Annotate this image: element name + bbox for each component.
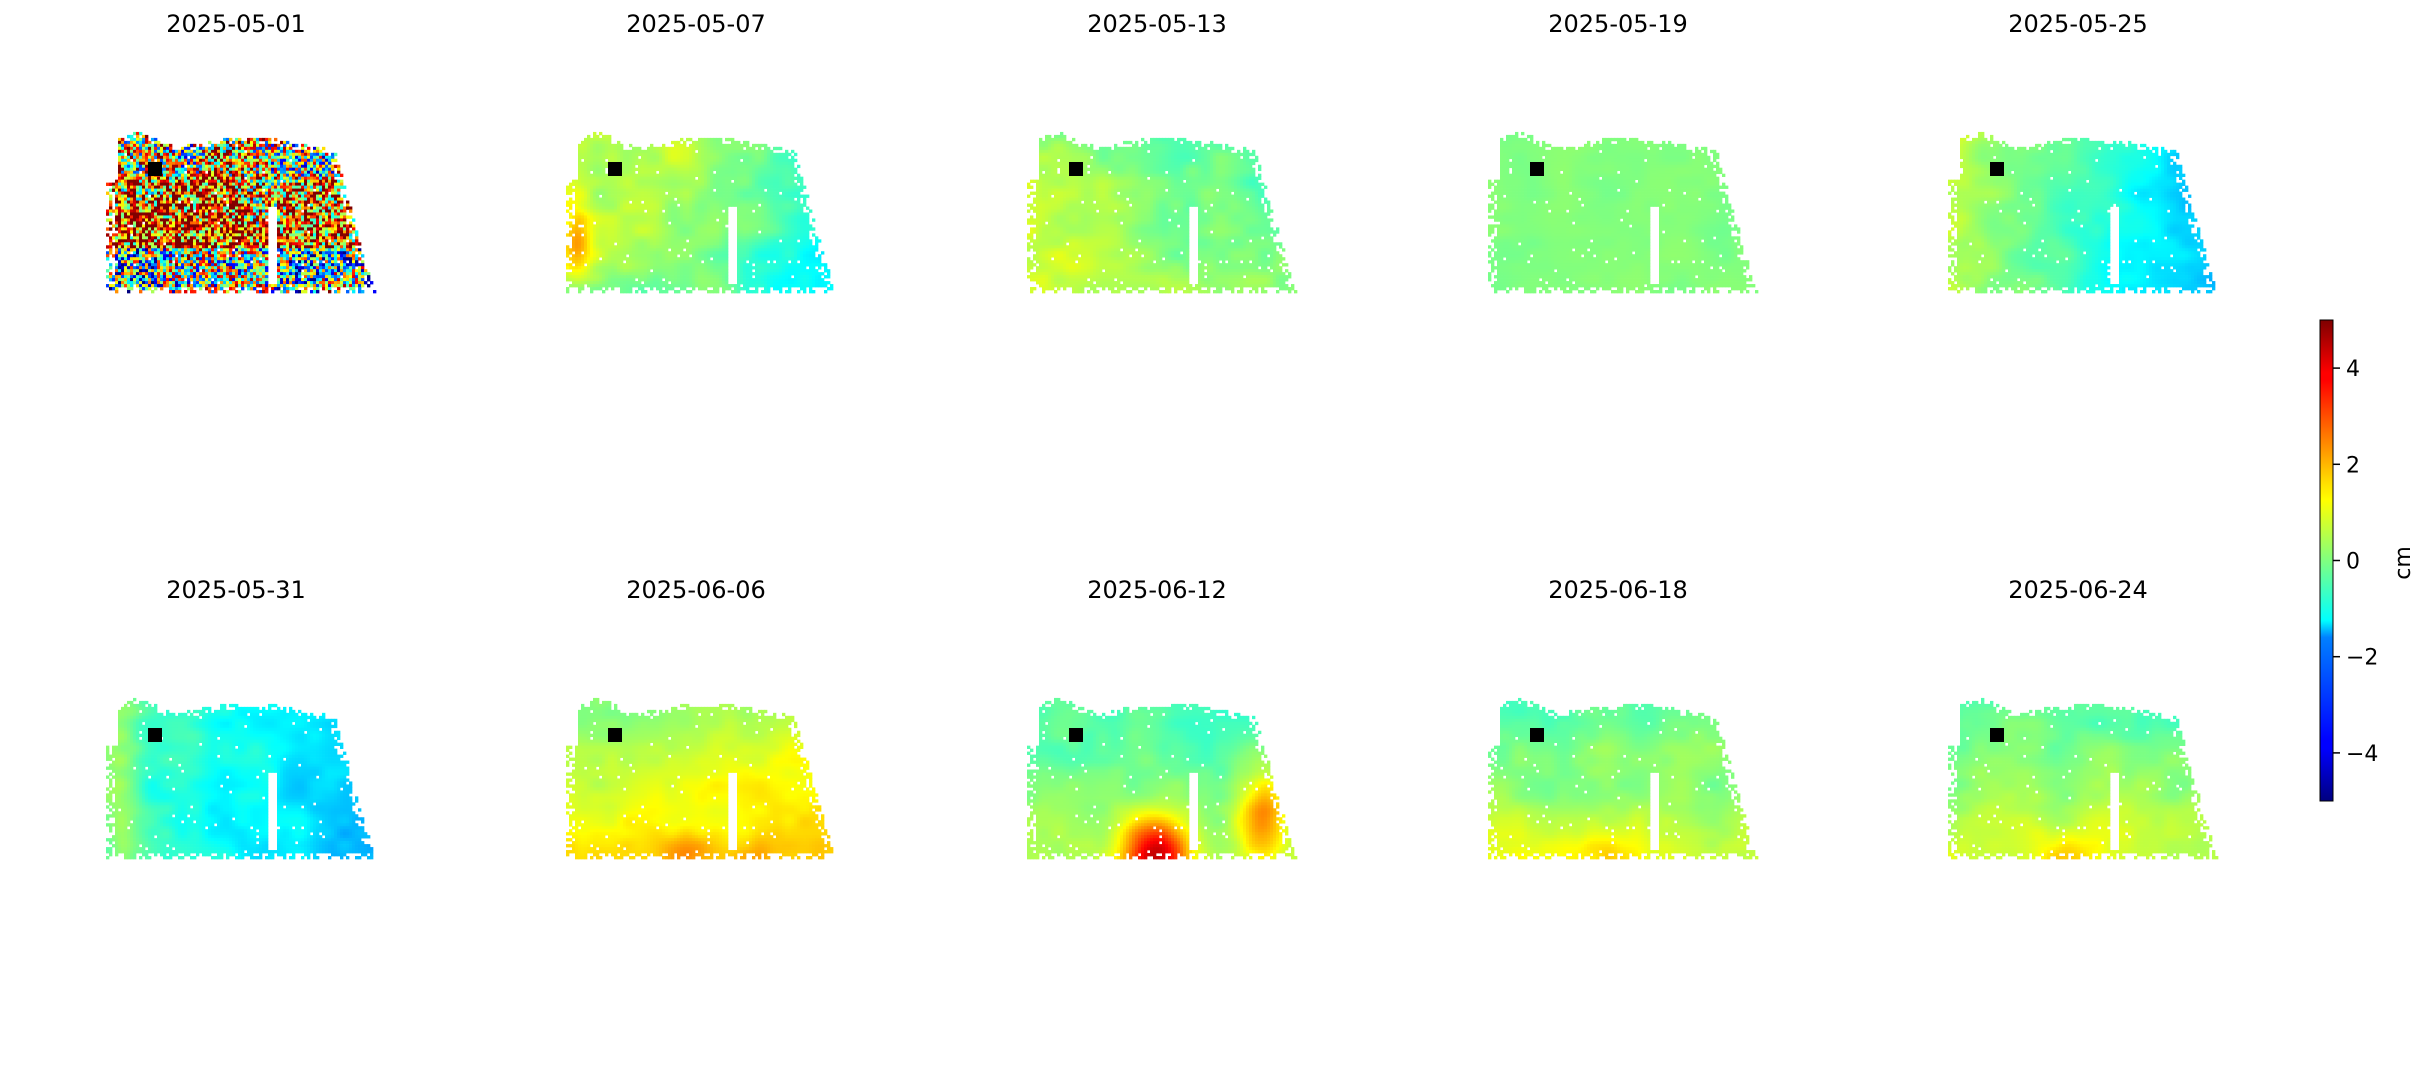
panel-3: 2025-05-13 xyxy=(1027,10,1297,293)
displacement-map xyxy=(566,698,833,859)
reference-point-marker xyxy=(148,162,162,176)
displacement-map xyxy=(106,698,373,859)
reference-point-marker xyxy=(1530,728,1544,742)
panel-title: 2025-05-07 xyxy=(626,10,765,38)
panel-2: 2025-05-07 xyxy=(566,10,833,293)
reference-point-marker xyxy=(1069,162,1083,176)
colorbar-label: cm xyxy=(2391,546,2416,580)
displacement-map xyxy=(1488,698,1758,859)
reference-point-marker xyxy=(148,728,162,742)
displacement-map xyxy=(566,132,833,293)
colorbar-tick-label: −4 xyxy=(2346,742,2378,767)
displacement-map xyxy=(1027,132,1297,293)
panel-grid: 2025-05-01 2025-05-07 2025-05-13 2025-05-19… xyxy=(106,10,2218,859)
reference-point-marker xyxy=(1990,728,2004,742)
panel-8: 2025-06-12 xyxy=(1027,576,1297,859)
displacement-map xyxy=(1488,132,1758,293)
displacement-map xyxy=(1948,698,2218,859)
panel-title: 2025-06-12 xyxy=(1087,576,1226,604)
panel-title: 2025-05-19 xyxy=(1548,10,1687,38)
panel-title: 2025-05-01 xyxy=(166,10,305,38)
displacement-map xyxy=(1027,698,1297,859)
panel-5: 2025-05-25 xyxy=(1948,10,2215,293)
colorbar-ticks: 4 2 0 −2 −4 xyxy=(2333,357,2378,767)
panel-1: 2025-05-01 xyxy=(106,10,376,293)
colorbar: 4 2 0 −2 −4 cm xyxy=(2320,320,2416,801)
panel-10: 2025-06-24 xyxy=(1948,576,2218,859)
reference-point-marker xyxy=(1069,728,1083,742)
panel-title: 2025-05-13 xyxy=(1087,10,1226,38)
reference-point-marker xyxy=(1530,162,1544,176)
panel-title: 2025-05-25 xyxy=(2008,10,2147,38)
colorbar-tick-label: 0 xyxy=(2346,550,2360,575)
colorbar-tick-label: −2 xyxy=(2346,646,2378,671)
panel-7: 2025-06-06 xyxy=(566,576,833,859)
displacement-map xyxy=(1948,132,2215,293)
reference-point-marker xyxy=(608,162,622,176)
displacement-map xyxy=(106,132,376,293)
colorbar-tick-label: 2 xyxy=(2346,453,2360,478)
panel-4: 2025-05-19 xyxy=(1488,10,1758,293)
panel-9: 2025-06-18 xyxy=(1488,576,1758,859)
panel-title: 2025-05-31 xyxy=(166,576,305,604)
reference-point-marker xyxy=(1990,162,2004,176)
panel-6: 2025-05-31 xyxy=(106,576,373,859)
panel-title: 2025-06-18 xyxy=(1548,576,1687,604)
panel-title: 2025-06-06 xyxy=(626,576,765,604)
panel-title: 2025-06-24 xyxy=(2008,576,2147,604)
colorbar-tick-label: 4 xyxy=(2346,357,2360,382)
reference-point-marker xyxy=(608,728,622,742)
colorbar-gradient xyxy=(2320,320,2333,801)
